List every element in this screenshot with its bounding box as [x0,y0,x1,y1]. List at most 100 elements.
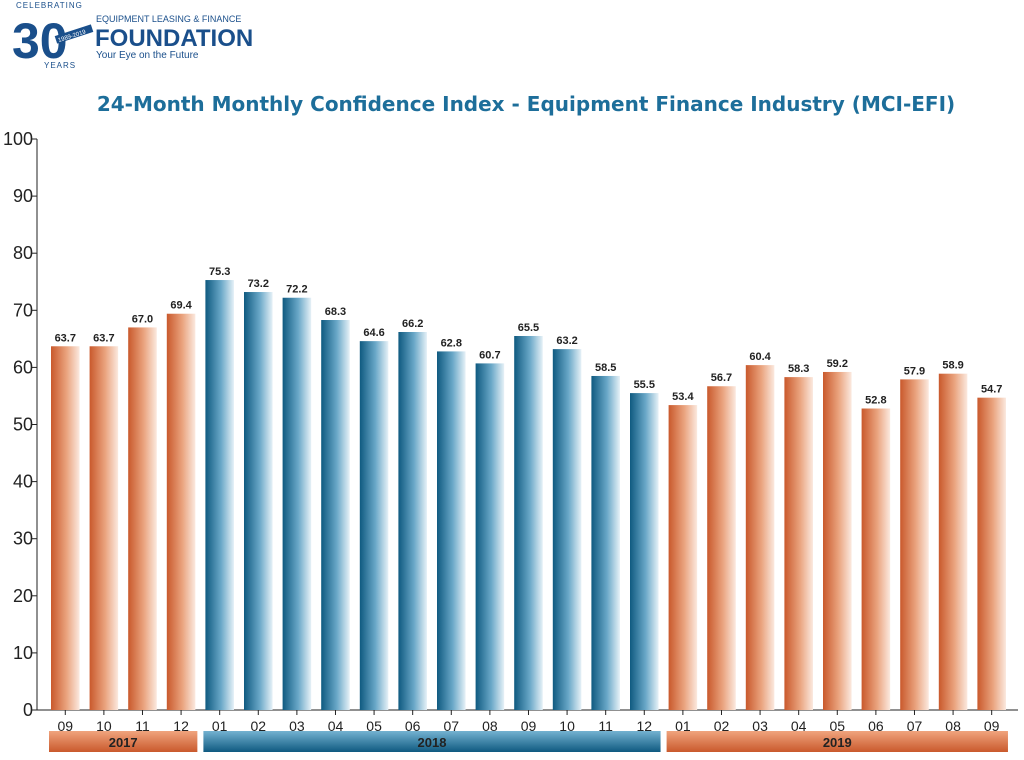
y-tick-label: 70 [13,300,33,320]
x-tick-label: 07 [907,718,923,734]
bar [977,397,1006,710]
y-tick-label: 30 [13,529,33,549]
data-label: 73.2 [248,278,269,290]
foundation-logo: CELEBRATING 30 1989-2019 YEARS EQUIPMENT… [12,1,253,70]
y-tick-label: 100 [3,129,33,149]
data-label: 66.2 [402,318,423,330]
x-tick-label: 03 [289,718,305,734]
data-label: 68.3 [325,306,346,318]
logo-years: YEARS [44,61,76,70]
bar [938,373,968,710]
data-label: 55.5 [634,379,655,391]
data-label: 63.7 [55,332,76,344]
year-band [49,731,198,752]
bar [745,365,775,710]
bar [823,371,852,710]
bar [900,379,929,710]
bar [861,408,891,710]
x-tick-label: 01 [675,718,691,734]
bar [359,341,389,710]
data-label: 69.4 [170,300,192,312]
data-label: 72.2 [286,284,307,296]
data-label: 65.5 [518,322,539,334]
x-tick-label: 12 [636,718,652,734]
x-tick-label: 09 [521,718,537,734]
x-tick-label: 07 [443,718,459,734]
x-tick-label: 05 [829,718,845,734]
data-label: 75.3 [209,266,230,278]
bar [166,313,196,710]
x-tick-label: 11 [135,718,150,734]
y-tick-label: 0 [23,700,33,720]
bar [244,292,273,710]
logo-tagline: Your Eye on the Future [96,50,199,61]
y-tick-label: 10 [13,643,33,663]
data-label: 56.7 [711,372,732,384]
data-label: 57.9 [904,365,925,377]
y-tick-label: 50 [13,415,33,435]
bar [784,377,813,710]
year-band [666,731,1008,752]
data-label: 52.8 [865,395,886,407]
bar [205,280,234,710]
x-tick-label: 10 [96,718,112,734]
data-label: 53.4 [672,391,694,403]
logo-celebrating: CELEBRATING [16,1,83,10]
data-label: 59.2 [827,358,848,370]
x-tick-label: 06 [405,718,421,734]
y-tick-label: 60 [13,357,33,377]
bar [437,351,466,710]
x-tick-label: 06 [868,718,884,734]
logo-org-top: EQUIPMENT LEASING & FINANCE [96,14,241,24]
year-band-label: 2017 [109,735,138,750]
x-tick-label: 12 [173,718,189,734]
bar [398,331,427,710]
x-tick-label: 10 [559,718,575,734]
x-tick-label: 05 [366,718,382,734]
data-label: 67.0 [132,313,153,325]
bar [51,346,80,710]
bar [591,375,620,710]
chart-title: 24-Month Monthly Confidence Index - Equi… [96,92,956,116]
bar [514,335,543,710]
x-tick-label: 02 [250,718,266,734]
x-tick-label: 09 [984,718,1000,734]
data-label: 63.2 [556,335,577,347]
logo-org-name: FOUNDATION [95,25,253,52]
data-label: 54.7 [981,384,1002,396]
x-tick-label: 02 [714,718,730,734]
data-label: 60.4 [749,351,771,363]
y-tick-label: 80 [13,243,33,263]
x-tick-label: 01 [212,718,228,734]
y-tick-label: 40 [13,472,33,492]
x-tick-label: 04 [328,718,344,734]
x-tick-label: 08 [482,718,498,734]
bar [128,327,157,710]
year-band-label: 2019 [823,735,852,750]
x-tick-label: 04 [791,718,807,734]
x-tick-label: 03 [752,718,768,734]
bar [552,349,582,710]
year-band-label: 2018 [418,735,447,750]
y-tick-label: 90 [13,186,33,206]
y-tick-label: 20 [13,586,33,606]
x-tick-label: 11 [598,718,613,734]
x-tick-label: 09 [57,718,73,734]
data-label: 63.7 [93,332,114,344]
year-band [203,731,661,752]
data-label: 62.8 [441,337,462,349]
bar [321,320,350,710]
plot-area: 010203040506070809010063.70963.71067.011… [3,129,1018,752]
bar [668,405,698,710]
data-label: 58.3 [788,363,809,375]
bar [630,393,659,710]
bar [707,386,736,710]
bar [475,363,505,710]
bar [282,297,312,710]
logo-dates-banner [54,24,94,44]
bar [89,346,119,710]
data-label: 64.6 [363,327,384,339]
x-tick-label: 08 [945,718,961,734]
data-label: 60.7 [479,349,500,361]
